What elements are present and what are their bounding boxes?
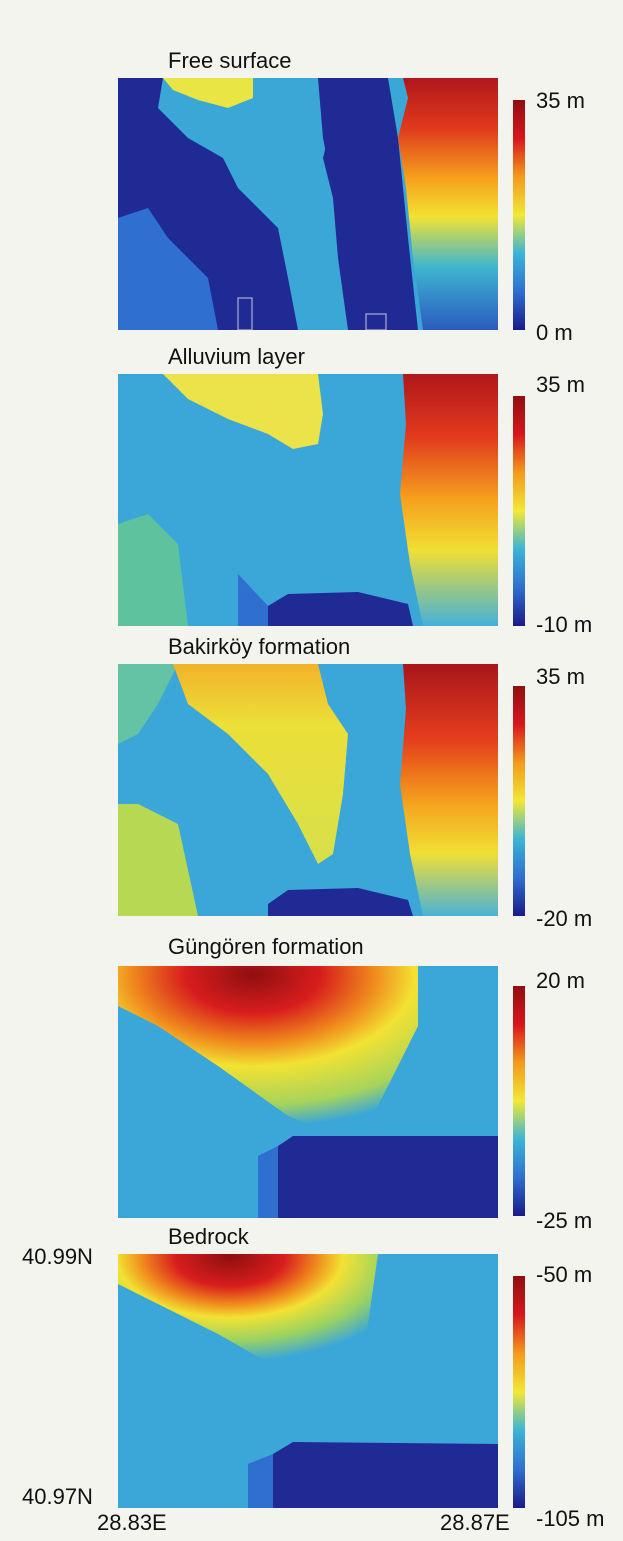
colorbar-max-label: 35 m bbox=[536, 88, 585, 113]
heatmap-gungoren-formation bbox=[118, 966, 498, 1218]
map-region-green-left bbox=[118, 514, 188, 626]
map-region-dark-bottom bbox=[273, 1442, 498, 1508]
colorbar-max-label: 20 m bbox=[536, 968, 585, 993]
map-region-blue-left bbox=[118, 208, 218, 330]
colorbar-min-label: 0 m bbox=[536, 320, 573, 345]
panel-bedrock: Bedrock -50 m -105 m bbox=[0, 1224, 623, 1531]
map-outline-box bbox=[237, 297, 253, 330]
map-region-yellow-green-left bbox=[118, 804, 198, 916]
map-outline-box bbox=[365, 313, 387, 330]
colorbar-ramp bbox=[513, 986, 525, 1216]
colorbar-max-label: 35 m bbox=[536, 372, 585, 397]
map-region-blue bbox=[238, 574, 268, 626]
colorbar bbox=[513, 396, 525, 626]
map-region-dark-center bbox=[318, 78, 393, 330]
colorbar bbox=[513, 686, 525, 916]
panel-title: Güngören formation bbox=[168, 934, 364, 959]
map-region-yellow bbox=[163, 374, 323, 449]
heatmap-bedrock bbox=[118, 1254, 498, 1508]
colorbar-min-label: -105 m bbox=[536, 1506, 605, 1531]
map-region-hot-gradient bbox=[118, 966, 418, 1136]
heatmap-alluvium-layer bbox=[118, 374, 498, 626]
latitude-bottom-label: 40.97N bbox=[22, 1484, 93, 1509]
panel-title: Alluvium layer bbox=[168, 344, 305, 369]
map-region-yellow bbox=[173, 664, 348, 864]
map-region-red-gradient bbox=[400, 664, 498, 916]
colorbar-min-label: -25 m bbox=[536, 1208, 593, 1233]
heatmap-bakirkoy-formation bbox=[118, 664, 498, 916]
latitude-top-label: 40.99N bbox=[22, 1244, 93, 1269]
colorbar-ramp bbox=[513, 396, 525, 626]
colorbar bbox=[513, 986, 525, 1216]
colorbar-ramp bbox=[513, 100, 525, 330]
colorbar-min-label: -10 m bbox=[536, 612, 593, 637]
map-region-red-gradient bbox=[398, 78, 498, 330]
panel-bakirkoy-formation: Bakirköy formation bbox=[0, 634, 623, 931]
map-region-blue-edge bbox=[258, 1146, 278, 1218]
map-region-dark-bottom bbox=[268, 888, 413, 916]
map-region-hot-gradient bbox=[118, 1254, 378, 1394]
colorbar bbox=[513, 100, 525, 330]
map-region-green-edge bbox=[118, 664, 178, 744]
panel-title: Bakirköy formation bbox=[168, 634, 351, 659]
panel-title: Free surface bbox=[168, 48, 292, 73]
longitude-left-label: 28.83E bbox=[97, 1510, 167, 1535]
map-region-dark-bottom bbox=[268, 592, 413, 626]
colorbar-max-label: -50 m bbox=[536, 1262, 593, 1287]
longitude-right-label: 28.87E bbox=[440, 1510, 510, 1535]
panel-alluvium-layer: Alluvium layer 35 m bbox=[0, 344, 623, 637]
map-region-dark-bottom bbox=[278, 1136, 498, 1218]
colorbar-min-label: -20 m bbox=[536, 906, 593, 931]
colorbar-max-label: 35 m bbox=[536, 664, 585, 689]
map-region-red-gradient bbox=[400, 374, 498, 626]
panel-title: Bedrock bbox=[168, 1224, 249, 1249]
heatmap-free-surface bbox=[118, 78, 498, 330]
colorbar bbox=[513, 1276, 525, 1508]
map-region-yellow bbox=[163, 78, 253, 108]
panel-free-surface: Free surface bbox=[0, 48, 623, 345]
colorbar-ramp bbox=[513, 1276, 525, 1508]
colorbar-ramp bbox=[513, 686, 525, 916]
map-region-blue-edge bbox=[248, 1454, 273, 1508]
panel-gungoren-formation: Güngören formation 20 m -25 m bbox=[0, 934, 623, 1233]
